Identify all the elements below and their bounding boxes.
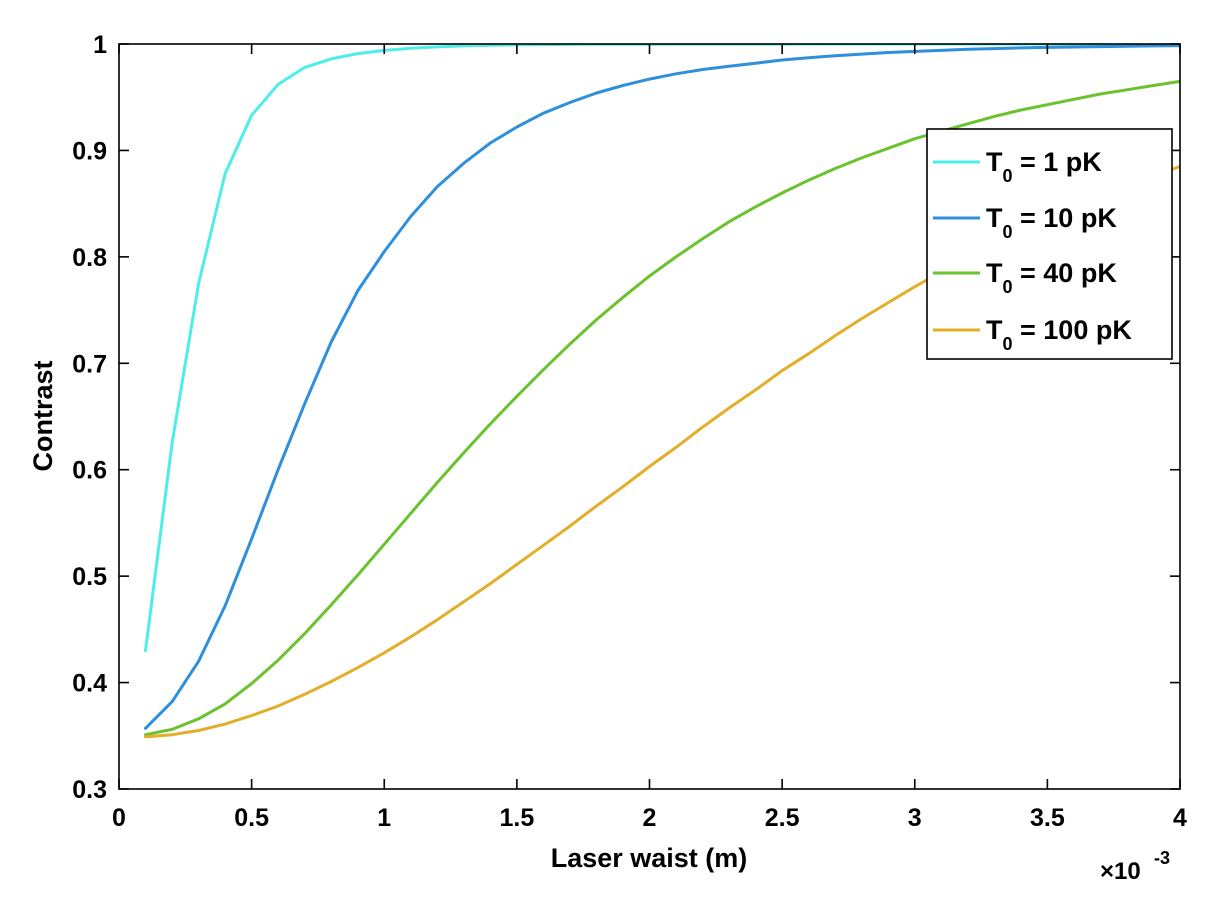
legend-label-1: T0 = 10 pK (986, 203, 1117, 242)
legend-label-3: T0 = 100 pK (986, 315, 1132, 354)
x-tick-label: 0.5 (234, 804, 269, 832)
x-tick-label: 2.5 (765, 804, 800, 832)
legend: T0 = 1 pK T0 = 10 pK T0 = 40 pK T0 = 100 pK (926, 128, 1173, 360)
y-tick-label: 0.4 (72, 670, 107, 698)
x-tick-label: 0 (112, 804, 126, 832)
y-tick-label: 0.5 (72, 563, 107, 591)
series-line-1 (144, 44, 1180, 730)
y-tick-label: 0.6 (72, 457, 107, 485)
x-tick-label: 1.5 (499, 804, 534, 832)
legend-label-2: T0 = 40 pK (986, 258, 1117, 297)
legend-entries: T0 = 1 pK T0 = 10 pK T0 = 40 pK T0 = 100 pK (933, 147, 1132, 354)
series-line-2 (144, 79, 1180, 737)
x-tick-label: 3 (908, 804, 922, 832)
x-tick-label: 4 (1173, 804, 1187, 832)
y-tick-label: 0.3 (72, 776, 107, 804)
legend-entry-2: T0 = 40 pK (933, 258, 1117, 297)
x-axis-exponent-multiplier: ×10 (1100, 858, 1141, 885)
y-tick-label: 1 (93, 31, 107, 59)
legend-label-0: T0 = 1 pK (986, 147, 1102, 186)
y-tick-label: 0.8 (72, 244, 107, 272)
y-tick-label: 0.9 (72, 137, 107, 165)
axis-ticks: 0 0.5 1 1.5 2 2.5 3 3.5 4 0.3 0.4 0.5 0.6 0.7 0.8 0.9 1 (72, 31, 1187, 832)
legend-entry-0: T0 = 1 pK (933, 147, 1102, 186)
x-axis-exponent-power: -3 (1154, 848, 1170, 868)
y-axis-label: Contrast (28, 360, 58, 471)
legend-entry-1: T0 = 10 pK (933, 203, 1117, 242)
y-tick-label: 0.7 (72, 350, 107, 378)
x-tick-label: 2 (643, 804, 657, 832)
x-tick-label: 1 (377, 804, 391, 832)
x-tick-label: 3.5 (1030, 804, 1065, 832)
legend-entry-3: T0 = 100 pK (933, 315, 1132, 354)
x-axis-label: Laser waist (m) (551, 843, 748, 873)
legend-box (926, 128, 1173, 360)
